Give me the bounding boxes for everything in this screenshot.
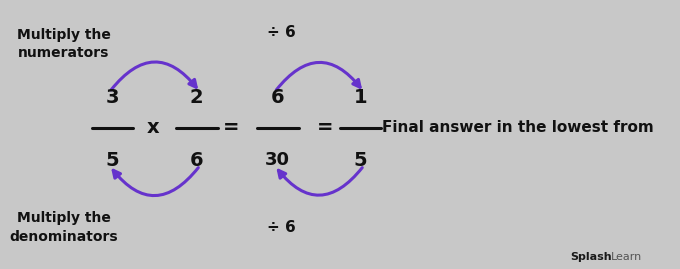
Text: 1: 1 [354, 88, 368, 107]
Text: =: = [223, 118, 239, 137]
Text: =: = [317, 118, 333, 137]
Text: Final answer in the lowest from: Final answer in the lowest from [381, 120, 653, 135]
Text: 2: 2 [190, 88, 203, 107]
Text: Multiply the
numerators: Multiply the numerators [17, 27, 111, 60]
Text: Learn: Learn [611, 252, 642, 262]
Text: Multiply the
denominators: Multiply the denominators [10, 211, 118, 243]
Text: 6: 6 [271, 88, 285, 107]
FancyArrowPatch shape [113, 168, 199, 196]
Text: 5: 5 [106, 151, 120, 169]
Text: x: x [146, 118, 159, 137]
Text: 3: 3 [106, 88, 119, 107]
FancyArrowPatch shape [278, 168, 362, 195]
FancyArrowPatch shape [276, 62, 360, 90]
Text: 6: 6 [190, 151, 203, 169]
Text: 30: 30 [265, 151, 290, 169]
FancyArrowPatch shape [111, 62, 197, 90]
Text: 5: 5 [354, 151, 368, 169]
Text: ÷ 6: ÷ 6 [267, 25, 295, 40]
Text: ÷ 6: ÷ 6 [267, 220, 295, 235]
Text: Splash: Splash [570, 252, 611, 262]
